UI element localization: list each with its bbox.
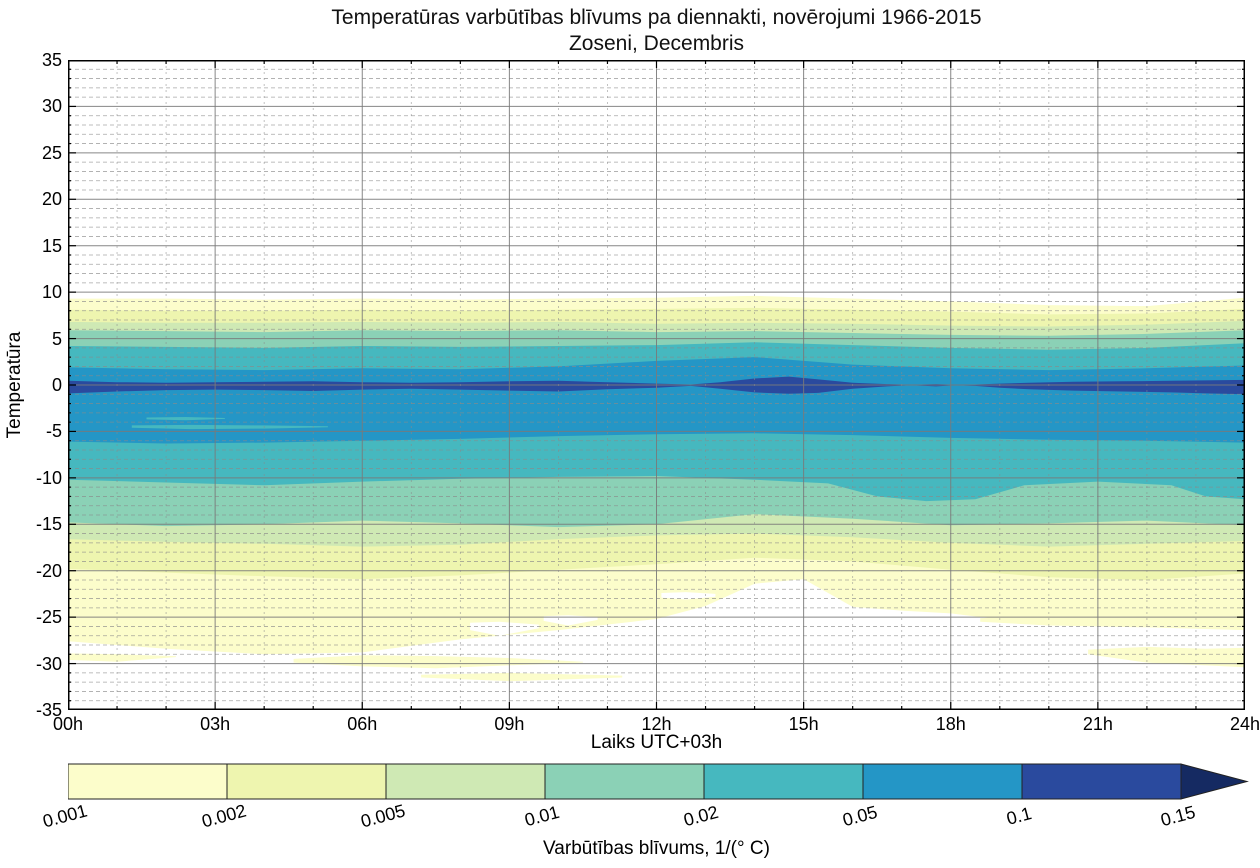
- y-tick-label: 35: [41, 50, 62, 70]
- y-tick-label: 5: [51, 328, 62, 349]
- colorbar-segment: [1021, 763, 1182, 800]
- colorbar-arrow: [1180, 763, 1249, 800]
- colorbar-tick-label: 0.001: [40, 800, 90, 832]
- x-axis-label: Laiks UTC+03h: [590, 732, 723, 753]
- contour-island: [131, 424, 328, 430]
- contour-island: [68, 653, 176, 662]
- contour-island: [146, 417, 225, 421]
- chart-title: Temperatūras varbūtības blīvums pa dienn…: [331, 6, 982, 29]
- x-tick-label: 18h: [935, 714, 966, 734]
- x-tick-label: 03h: [200, 714, 231, 734]
- contour-island: [421, 672, 623, 682]
- contour-island: [470, 621, 539, 636]
- x-tick-label: 24h: [1229, 714, 1260, 734]
- y-tick-label: 10: [41, 282, 62, 303]
- colorbar-segment: [703, 763, 864, 800]
- y-tick-label: 15: [41, 235, 62, 256]
- x-tick-label: 00h: [52, 714, 84, 734]
- contour-island: [661, 592, 716, 600]
- y-tick-label: -10: [35, 467, 62, 488]
- x-tick-label: 12h: [641, 714, 672, 734]
- contour-island: [543, 615, 598, 626]
- y-tick-label: 25: [41, 142, 62, 163]
- colorbar-label: Varbūtības blīvums, 1/(° C): [543, 838, 770, 859]
- colorbar: [68, 763, 1249, 800]
- y-tick-label: 0: [51, 375, 62, 395]
- x-tick-label: 09h: [494, 714, 525, 734]
- contour-island: [980, 616, 1167, 626]
- y-tick-label: 30: [41, 96, 62, 117]
- colorbar-segment: [385, 763, 546, 800]
- y-tick-label: -30: [35, 653, 62, 674]
- y-tick-label: -15: [35, 514, 62, 535]
- colorbar-segment: [68, 763, 228, 800]
- colorbar-segment: [544, 763, 705, 800]
- y-tick-label: -20: [35, 560, 62, 581]
- x-tick-label: 15h: [788, 714, 819, 734]
- chart-subtitle: Zoseni, Decembris: [568, 32, 745, 55]
- y-tick-label: -5: [45, 421, 62, 442]
- colorbar-segment: [226, 763, 387, 800]
- y-tick-label: 20: [41, 189, 62, 210]
- y-tick-label: -35: [35, 700, 62, 720]
- colorbar-segment: [862, 763, 1023, 800]
- x-tick-label: 21h: [1082, 714, 1113, 734]
- contour-island: [293, 655, 583, 669]
- x-tick-label: 06h: [347, 714, 378, 734]
- contour-island: [1088, 646, 1245, 668]
- y-tick-label: -25: [35, 607, 62, 628]
- contour-plot: [68, 60, 1245, 710]
